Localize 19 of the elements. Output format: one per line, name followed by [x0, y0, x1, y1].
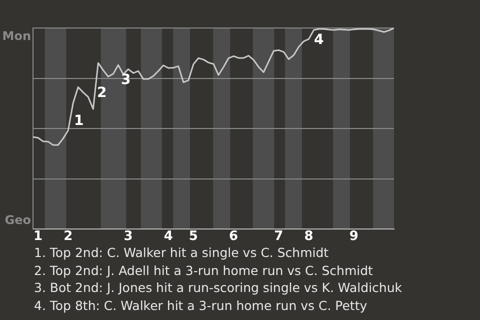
- text: 3. Bot 2nd: J. Jones hit a run-scoring single vs K. Waldichuk: [34, 279, 402, 296]
- text: 1. Top 2nd: C. Walker hit a single vs C. Schmidt: [34, 244, 330, 262]
- annotation: 2: [97, 85, 107, 101]
- x-tick-label: 2: [64, 229, 73, 244]
- x-tick-label: 6: [229, 229, 238, 244]
- x-tick-label: 3: [124, 229, 133, 244]
- annotation: 3: [121, 72, 131, 88]
- x-tick-label: 4: [164, 229, 173, 244]
- x-tick-label: 1: [33, 229, 43, 244]
- x-tick-label: 7: [274, 229, 284, 244]
- x-tick-label: 8: [304, 229, 314, 244]
- annotation: 4: [314, 32, 324, 48]
- x-tick-label: 9: [349, 229, 358, 244]
- text: 4. Top 8th: C. Walker hit a 3-run home run vs C. Petty: [34, 296, 368, 314]
- text: Geo: [4, 213, 31, 227]
- text: 2. Top 2nd: J. Adell hit a 3-run home run vs C. Schmidt: [34, 262, 374, 279]
- annotation: 1: [74, 113, 84, 129]
- text: Mon: [2, 29, 31, 43]
- x-tick-label: 5: [188, 229, 198, 244]
